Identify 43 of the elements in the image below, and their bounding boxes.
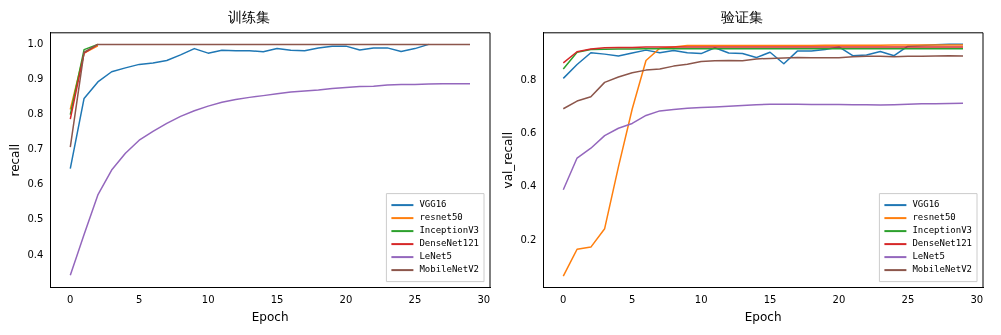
x-tick-label: 25 bbox=[901, 294, 915, 306]
legend-label: resnet50 bbox=[419, 212, 463, 223]
x-tick-label: 0 bbox=[67, 294, 74, 306]
y-tick-label: 0.5 bbox=[27, 213, 44, 225]
y-tick-label: 0.2 bbox=[520, 233, 537, 245]
chart-title: 验证集 bbox=[721, 9, 763, 26]
x-tick-label: 15 bbox=[270, 294, 284, 306]
x-axis-title: Epoch bbox=[251, 309, 289, 324]
x-axis-title: Epoch bbox=[744, 309, 782, 324]
y-tick-label: 0.9 bbox=[27, 73, 44, 85]
legend-label: DenseNet121 bbox=[419, 238, 480, 249]
y-axis-title: recall bbox=[8, 143, 23, 177]
x-tick-label: 30 bbox=[970, 294, 984, 306]
y-tick-label: 0.7 bbox=[27, 143, 44, 155]
legend-label: VGG16 bbox=[419, 199, 447, 210]
x-tick-label: 20 bbox=[339, 294, 353, 306]
legend-label: LeNet5 bbox=[912, 251, 945, 262]
y-tick-label: 0.4 bbox=[27, 248, 44, 260]
legend-label: VGG16 bbox=[912, 199, 940, 210]
legend-label: InceptionV3 bbox=[419, 225, 480, 236]
x-tick-label: 10 bbox=[694, 294, 708, 306]
y-tick-label: 0.6 bbox=[520, 127, 537, 139]
legend-label: MobileNetV2 bbox=[912, 264, 973, 275]
y-tick-label: 0.4 bbox=[520, 180, 537, 192]
legend-label: InceptionV3 bbox=[912, 225, 973, 236]
x-tick-label: 15 bbox=[763, 294, 777, 306]
legend-label: LeNet5 bbox=[419, 251, 452, 262]
x-tick-label: 10 bbox=[201, 294, 215, 306]
y-tick-label: 0.8 bbox=[520, 73, 537, 85]
legend-label: DenseNet121 bbox=[912, 238, 973, 249]
x-tick-label: 20 bbox=[832, 294, 846, 306]
chart-title: 训练集 bbox=[228, 9, 270, 26]
x-tick-label: 25 bbox=[408, 294, 422, 306]
legend-label: resnet50 bbox=[912, 212, 956, 223]
x-tick-label: 5 bbox=[629, 294, 636, 306]
y-tick-label: 0.6 bbox=[27, 178, 44, 190]
x-tick-label: 30 bbox=[477, 294, 491, 306]
x-tick-label: 5 bbox=[136, 294, 143, 306]
legend-label: MobileNetV2 bbox=[419, 264, 480, 275]
x-tick-label: 0 bbox=[560, 294, 567, 306]
y-tick-label: 1.0 bbox=[27, 37, 44, 49]
y-axis-title: val_recall bbox=[501, 131, 516, 189]
y-tick-label: 0.8 bbox=[27, 108, 44, 120]
